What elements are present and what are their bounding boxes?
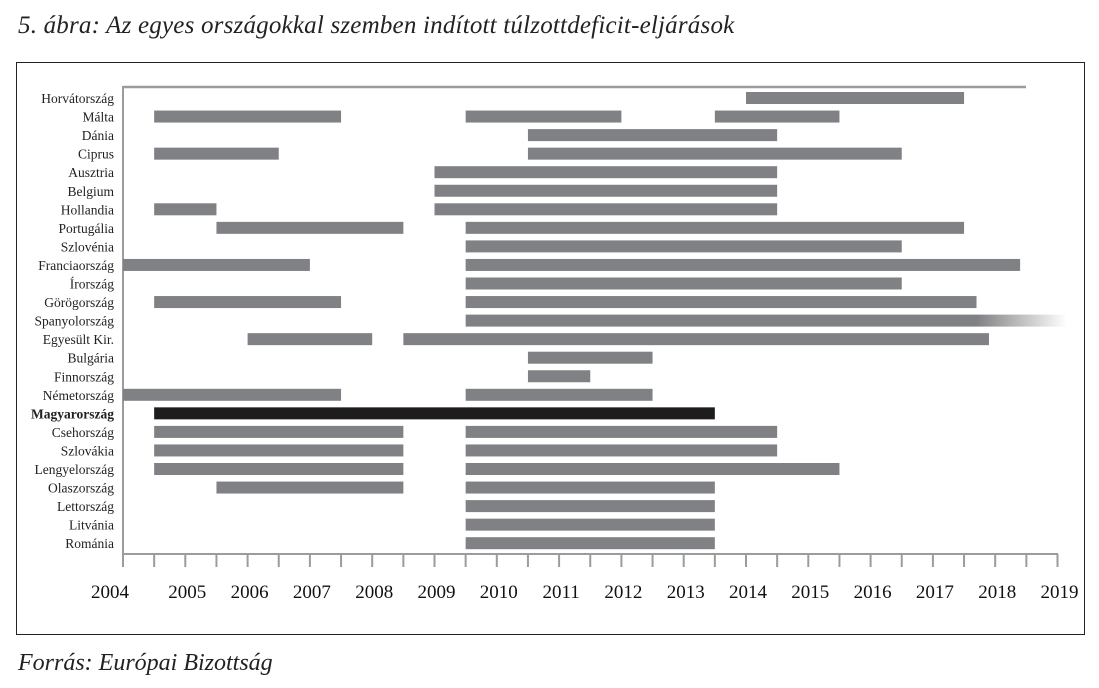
x-tick-label: 2009	[418, 582, 456, 603]
x-tick-label: 2018	[978, 582, 1016, 603]
procedure-bar	[154, 110, 342, 123]
category-label: Litvánia	[69, 518, 114, 533]
procedure-bar	[527, 351, 653, 364]
procedure-bar	[123, 258, 310, 271]
category-label: Szlovénia	[61, 239, 114, 254]
category-label: Lengyelország	[35, 462, 115, 477]
procedure-bar	[403, 333, 989, 346]
category-label: Belgium	[68, 184, 115, 199]
x-tick-label: 2006	[231, 582, 269, 603]
x-tick-label: 2011	[542, 582, 579, 603]
category-label: Olaszország	[48, 481, 114, 496]
category-label: Görögország	[44, 295, 114, 310]
procedure-bar	[465, 425, 778, 438]
procedure-bar	[154, 425, 404, 438]
procedure-bar	[465, 240, 902, 253]
x-tick-label: 2012	[604, 582, 642, 603]
procedure-bar	[465, 388, 653, 401]
procedure-bar	[746, 92, 965, 104]
category-label: Írország	[70, 277, 114, 292]
category-label: Finnország	[54, 369, 114, 384]
procedure-bar	[434, 166, 778, 179]
x-tick-label: 2005	[168, 582, 206, 603]
procedure-bar	[434, 184, 778, 197]
category-label: Szlovákia	[61, 443, 114, 458]
figure-title: 5. ábra: Az egyes országokkal szemben in…	[18, 12, 735, 39]
x-tick-label: 2004	[91, 582, 130, 603]
category-label: Lettország	[57, 499, 114, 514]
procedure-bar	[216, 221, 404, 234]
category-label: Ciprus	[78, 147, 114, 162]
category-label: Bulgária	[68, 351, 115, 366]
procedure-bar	[154, 444, 404, 457]
x-tick-label: 2019	[1041, 582, 1079, 603]
procedure-bar	[465, 481, 715, 494]
procedure-bar	[123, 388, 342, 401]
procedure-bar	[465, 314, 1067, 327]
chart-frame	[16, 62, 1085, 635]
procedure-bar	[465, 500, 715, 513]
procedure-bar	[527, 129, 778, 142]
procedure-bar	[465, 296, 977, 309]
procedure-bar	[247, 333, 373, 346]
x-tick-label: 2014	[729, 582, 768, 603]
procedure-bar	[465, 110, 622, 123]
category-label: Egyesült Kir.	[43, 332, 114, 347]
x-tick-label: 2007	[293, 582, 331, 603]
category-label: Málta	[83, 110, 115, 125]
procedure-bar	[465, 221, 965, 234]
procedure-bar	[216, 481, 404, 494]
category-label: Dánia	[82, 128, 114, 143]
category-label: Csehország	[52, 425, 114, 440]
procedure-bar	[154, 463, 404, 475]
x-tick-label: 2013	[667, 582, 705, 603]
procedure-bar	[527, 370, 591, 383]
procedure-bar	[154, 296, 342, 309]
procedure-bar	[465, 463, 840, 475]
procedure-bar	[154, 203, 217, 216]
x-tick-label: 2015	[791, 582, 829, 603]
procedure-bar	[527, 147, 902, 160]
procedure-bar	[714, 110, 840, 123]
procedure-bar	[465, 518, 715, 531]
category-label: Horvátország	[41, 91, 114, 106]
procedure-bar	[465, 444, 778, 457]
category-label: Magyarország	[31, 406, 114, 421]
category-label: Portugália	[59, 221, 115, 236]
procedure-bar	[465, 277, 902, 290]
x-tick-label: 2017	[916, 582, 954, 603]
category-label: Franciaország	[38, 258, 114, 273]
category-label: Románia	[65, 536, 114, 551]
x-tick-label: 2016	[854, 582, 892, 603]
source-note: Forrás: Európai Bizottság	[18, 650, 273, 676]
procedure-bar	[465, 258, 1021, 271]
category-label: Ausztria	[68, 165, 114, 180]
procedure-bar	[154, 147, 279, 160]
procedure-bar	[434, 203, 778, 216]
category-label: Spanyolország	[35, 314, 115, 329]
procedure-bar	[154, 407, 715, 420]
x-tick-label: 2010	[480, 582, 518, 603]
category-label: Hollandia	[61, 202, 114, 217]
x-tick-label: 2008	[355, 582, 393, 603]
category-label: Németország	[43, 388, 114, 403]
procedure-bar	[465, 537, 715, 550]
